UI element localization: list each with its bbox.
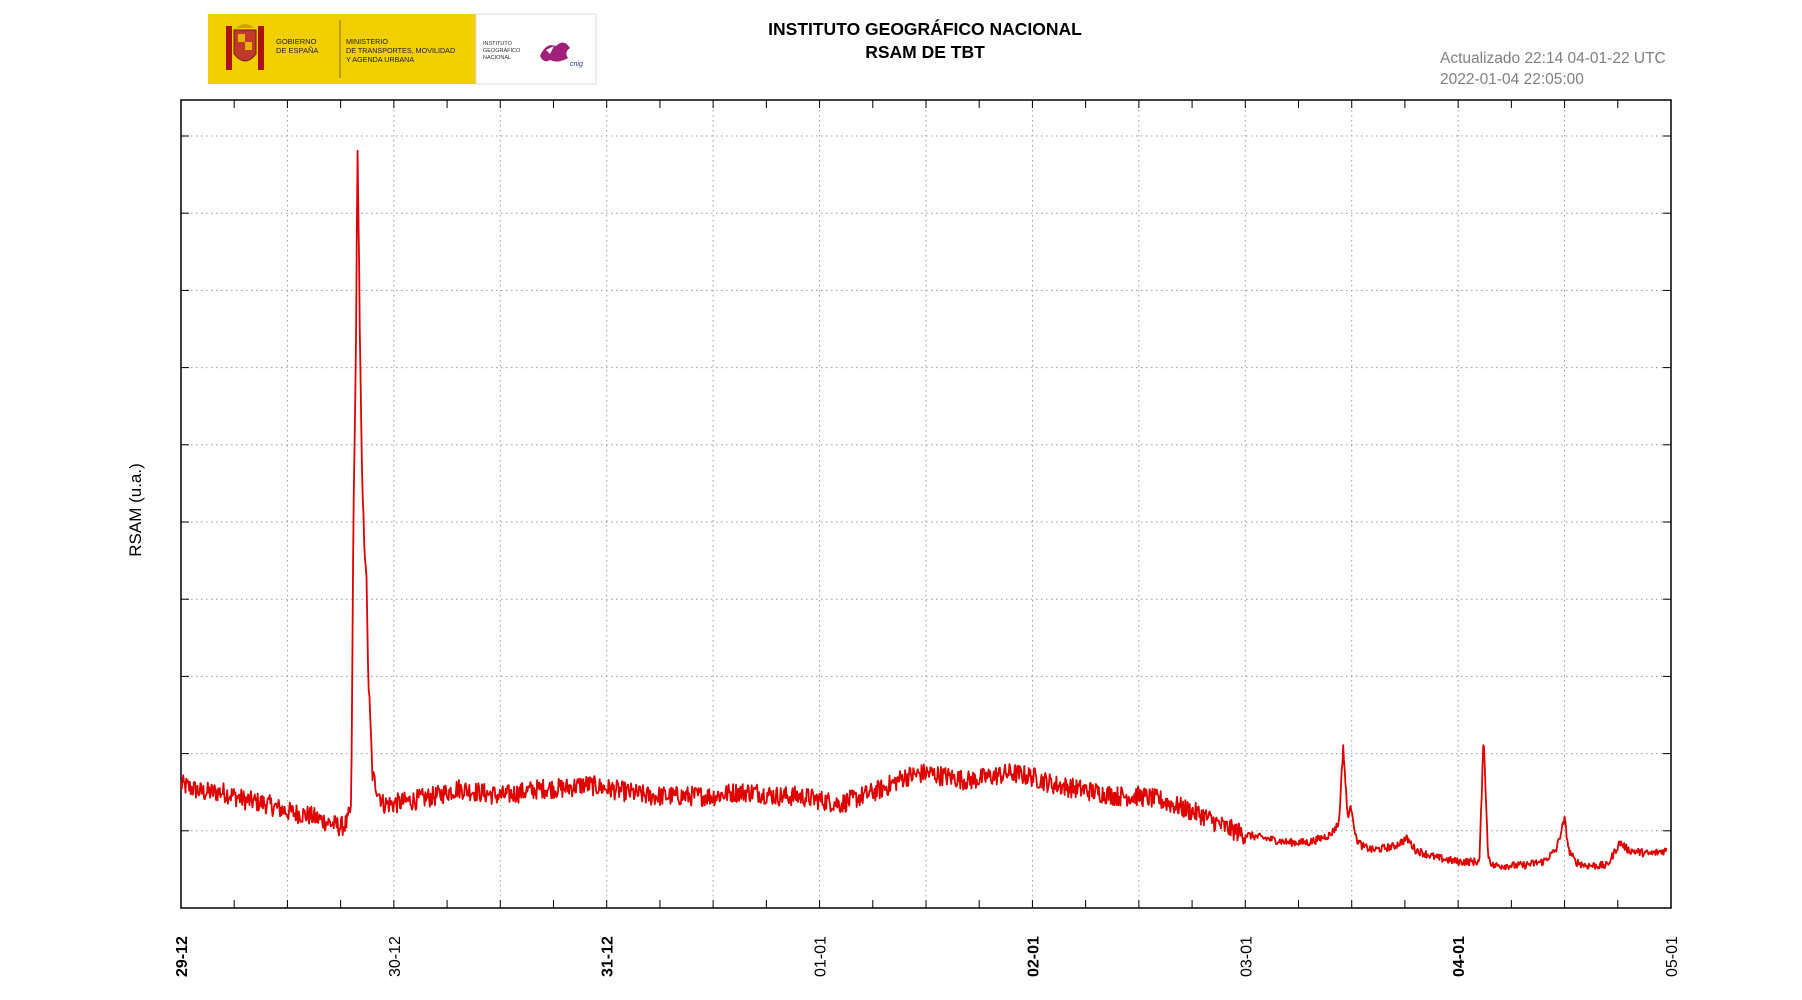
x-tick-label: 05-01 [1664,936,1681,977]
ign-panel [475,13,597,85]
updated-label: Actualizado 22:14 04-01-22 UTC [1440,50,1666,67]
y-axis-label: RSAM (u.a.) [126,463,145,557]
ign-emblem-icon [540,42,570,62]
axis-ticks [181,100,1671,908]
ministry-line3: Y AGENDA URBANA [346,55,414,64]
chart-title-line1: INSTITUTO GEOGRÁFICO NACIONAL [768,18,1082,39]
grid-lines [181,100,1671,908]
coat-of-arms-icon [226,24,264,70]
x-tick-labels: 29-12 30-12 31-12 01-01 02-01 03-01 04-01 05-01 [174,936,1681,977]
ign-line3: NACIONAL [483,55,511,61]
chart-title-line2: RSAM DE TBT [865,42,985,62]
series-group [180,149,1668,871]
gov-line1: GOBIERNO [276,37,317,46]
x-tick-label: 02-01 [1025,936,1042,977]
x-tick-label: 30-12 [387,936,404,977]
series-line-0 [180,149,1668,871]
logo-banner: GOBIERNO DE ESPAÑA MINISTERIO DE TRANSPO… [208,13,597,85]
x-tick-label: 01-01 [813,936,830,977]
ign-mark: cnig [570,61,583,68]
plot-frame [180,99,1672,909]
x-tick-label: 04-01 [1451,936,1468,977]
ministry-line1: MINISTERIO [346,37,388,46]
timestamp-label: 2022-01-04 22:05:00 [1440,71,1584,88]
ign-line1: INSTITUTO [483,41,513,47]
x-tick-label: 03-01 [1238,936,1255,977]
x-tick-label: 29-12 [174,936,191,977]
x-tick-label: 31-12 [600,936,617,977]
ign-line2: GEOGRÁFICO [483,47,521,54]
ministry-line2: DE TRANSPORTES, MOVILIDAD [346,46,455,55]
gov-line2: DE ESPAÑA [276,46,318,55]
